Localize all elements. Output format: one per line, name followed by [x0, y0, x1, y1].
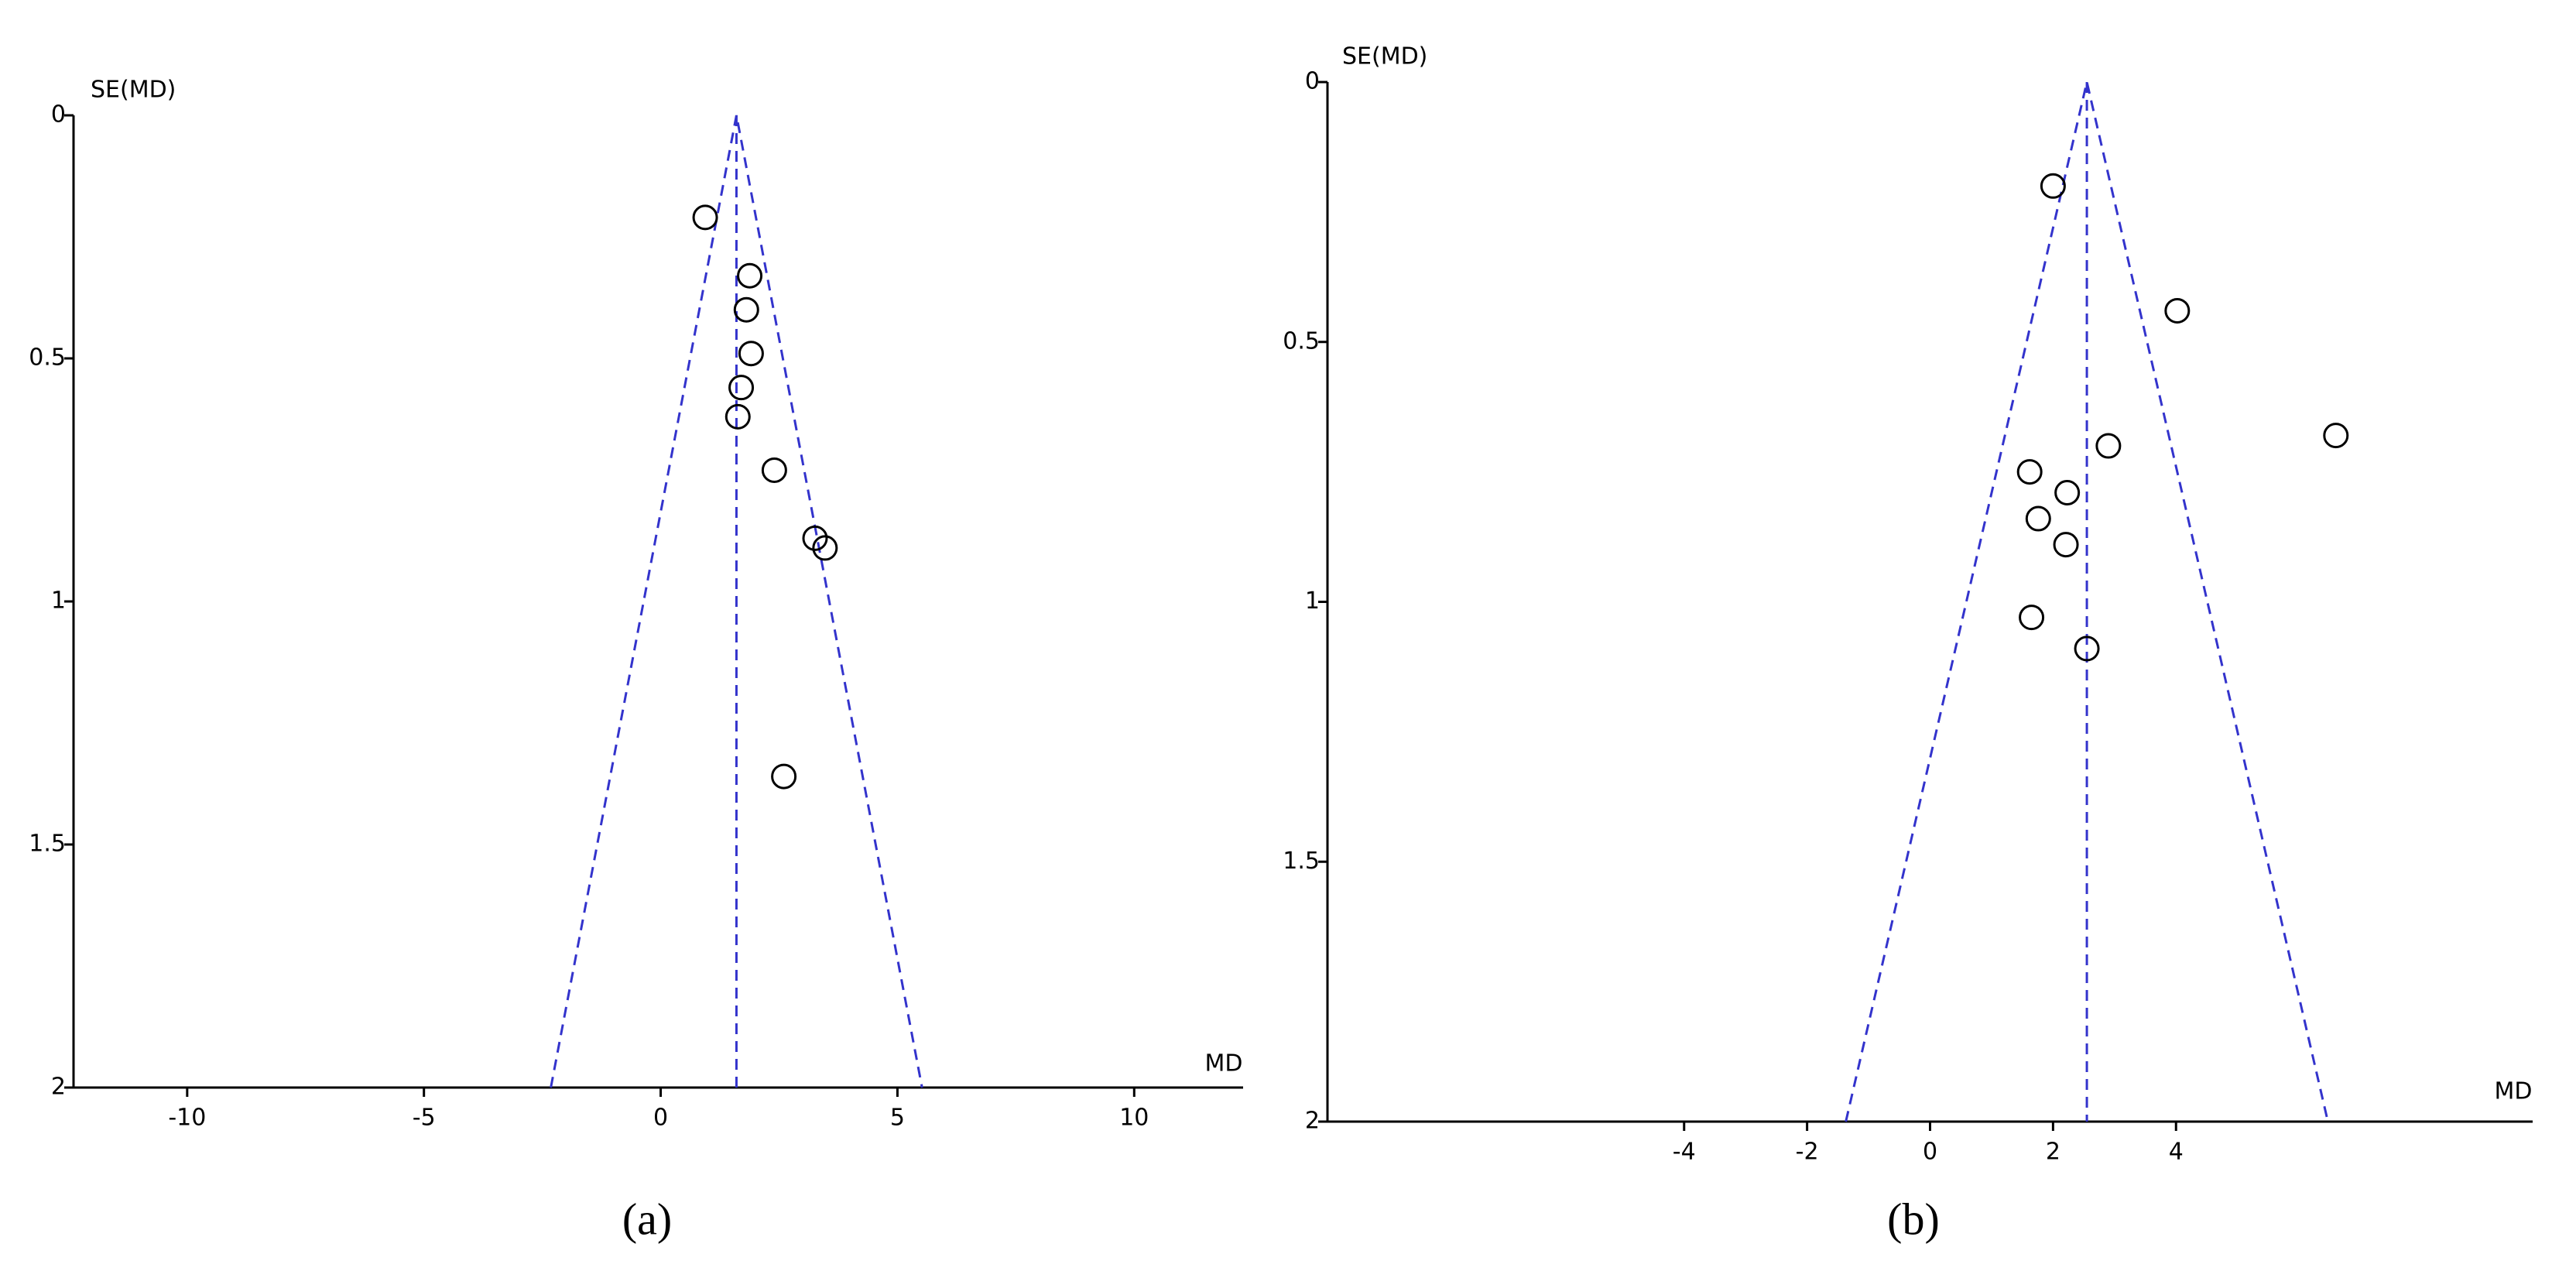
y-tick-label: 0 [51, 101, 66, 128]
x-axis-title: MD [1205, 1050, 1243, 1077]
x-tick-label: 2 [2046, 1139, 2060, 1166]
x-tick-label: -2 [1796, 1139, 1819, 1166]
study-point [2019, 605, 2045, 631]
study-point [2054, 479, 2081, 505]
x-tick-label: -10 [168, 1105, 206, 1132]
study-point [737, 262, 763, 289]
x-tick-label: 5 [890, 1105, 905, 1132]
y-tick-label: 0 [1305, 68, 1320, 95]
x-tick-label: -5 [413, 1105, 436, 1132]
y-tick-label: 0.5 [1283, 327, 1320, 355]
y-tick-label: 1 [51, 588, 66, 615]
study-point [2025, 505, 2051, 532]
x-tick-label: 0 [1923, 1139, 1937, 1166]
funnel-plot: 0 0.5 1 1.5 2 -4 -2 0 2 4 SE(MD) MD (b) [1283, 43, 2533, 1244]
study-point [692, 204, 718, 231]
x-axis-title: MD [2495, 1078, 2533, 1105]
x-tick-label: 4 [2169, 1139, 2184, 1166]
panel-caption: (b) [1887, 1194, 1940, 1244]
x-tick-label: -4 [1673, 1139, 1696, 1166]
y-tick-label: 2 [51, 1074, 66, 1101]
study-point [2053, 532, 2079, 558]
study-point [733, 296, 759, 323]
study-point [812, 535, 838, 561]
study-point [802, 525, 828, 551]
study-point [771, 763, 797, 790]
study-point [2016, 459, 2043, 485]
y-tick-label: 1 [1305, 588, 1320, 615]
y-tick-label: 1.5 [1283, 848, 1320, 875]
x-tick-label: 0 [653, 1105, 668, 1132]
x-tick-label: 10 [1119, 1105, 1149, 1132]
y-tick-label: 2 [1305, 1108, 1320, 1135]
study-point [728, 375, 755, 401]
study-point [738, 341, 764, 367]
study-point [2323, 423, 2349, 449]
y-tick-label: 1.5 [29, 831, 66, 858]
study-point [2074, 636, 2100, 662]
study-point [724, 403, 751, 430]
y-axis-title: SE(MD) [1342, 43, 1427, 70]
study-point [2040, 173, 2066, 199]
y-tick-label: 0.5 [29, 344, 66, 372]
study-point [2164, 297, 2191, 324]
funnel-plot: 0 0.5 1 1.5 2 -10 -5 0 5 10 SE(MD) MD (a) [29, 77, 1243, 1244]
study-point [2095, 433, 2122, 459]
panel-caption: (a) [622, 1194, 672, 1244]
y-axis-title: SE(MD) [91, 77, 176, 104]
study-point [761, 457, 787, 483]
